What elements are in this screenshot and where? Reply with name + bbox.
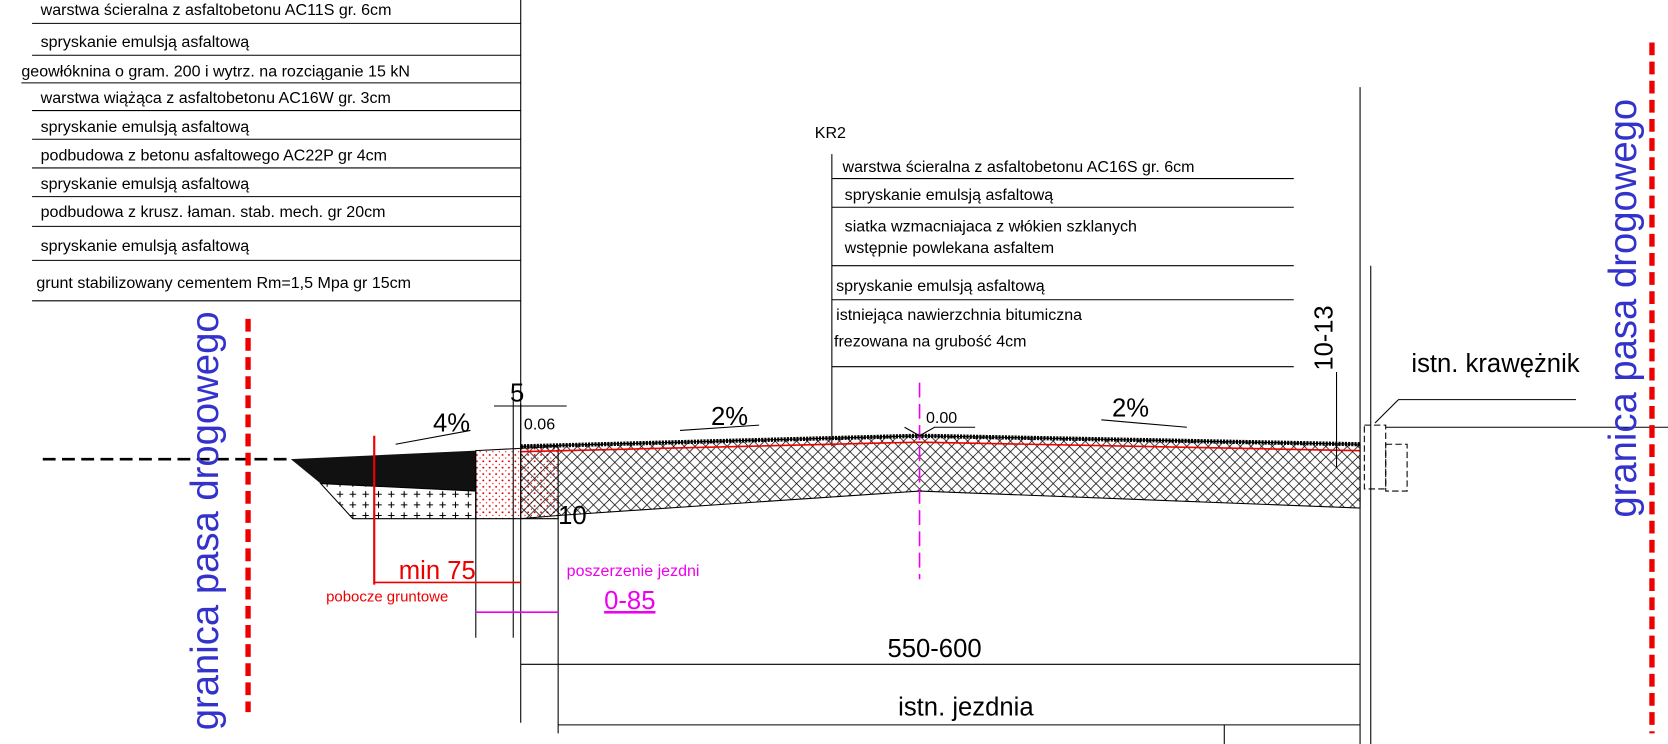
right-layer-texts: KR2 warstwa ścieralna z asfaltobetonu AC… xyxy=(815,125,1195,350)
slope-label: 4% xyxy=(433,410,470,438)
layer: spryskanie emulsją asfaltową xyxy=(41,34,250,51)
dimension: 5 xyxy=(510,380,524,408)
layer: frezowana na grubość 4cm xyxy=(834,334,1026,351)
layer: spryskanie emulsją asfaltową xyxy=(41,238,250,255)
dimension: 0-85 xyxy=(604,587,655,615)
dimension: istn. jezdnia xyxy=(898,693,1034,721)
section-title: KR2 xyxy=(815,125,846,142)
slope-label: 2% xyxy=(711,403,748,431)
layer: podbudowa z krusz. łaman. stab. mech. gr… xyxy=(41,204,386,221)
layer: istniejąca nawierzchnia bitumiczna xyxy=(836,307,1082,324)
right-table xyxy=(831,154,1294,447)
layer: wstępnie powlekana asfaltem xyxy=(844,240,1054,257)
layer: geowłóknina o gram. 200 i wytrz. na rozc… xyxy=(21,64,410,81)
curb-label: istn. krawężnik xyxy=(1411,350,1579,378)
shoulder-label: pobocze gruntowe xyxy=(326,589,448,606)
layer: warstwa ścieralna z asfaltobetonu AC16S … xyxy=(842,159,1195,176)
layer: warstwa wiążąca z asfaltobetonu AC16W gr… xyxy=(40,90,391,107)
left-layer-texts: warstwa ścieralna z asfaltobetonu AC11S … xyxy=(21,2,411,292)
layer: spryskanie emulsją asfaltową xyxy=(845,187,1054,204)
layer: siatka wzmacniajaca z włókien szklanych xyxy=(845,219,1137,236)
layer: spryskanie emulsją asfaltową xyxy=(41,119,250,136)
dimension: 10 xyxy=(558,502,587,530)
layer: spryskanie emulsją asfaltową xyxy=(41,176,250,193)
labels: granica pasa drogowego granica pasa drog… xyxy=(184,99,1645,730)
dimension: 10-13 xyxy=(1310,305,1338,370)
boundary-label: granica pasa drogowego xyxy=(1602,99,1645,518)
level-label: 0.00 xyxy=(926,410,957,427)
slope-label: 2% xyxy=(1112,395,1149,423)
layer: warstwa ścieralna z asfaltobetonu AC11S … xyxy=(40,2,392,19)
boundary-label: granica pasa drogowego xyxy=(184,311,227,730)
widening-label: poszerzenie jezdni xyxy=(567,563,700,580)
dimension: 0.06 xyxy=(524,416,555,433)
layer: grunt stabilizowany cementem Rm=1,5 Mpa … xyxy=(36,275,411,292)
dimension: min 75 xyxy=(399,557,476,585)
dimension: 550-600 xyxy=(887,635,981,663)
road-section xyxy=(42,42,1668,744)
layer: podbudowa z betonu asfaltowego AC22P gr … xyxy=(41,148,387,165)
layer: spryskanie emulsją asfaltową xyxy=(836,278,1045,295)
left-table xyxy=(21,0,522,447)
